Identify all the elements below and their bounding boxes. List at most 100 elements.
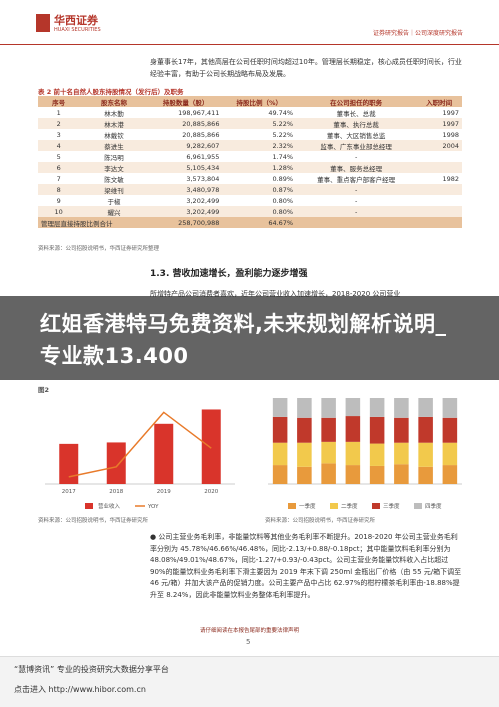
row: 5 陈冯明 6,961,955 1.74% -: [38, 151, 462, 162]
table-title: 表 2 前十名自然人股东持股情况（发行后）及职务: [38, 88, 184, 96]
cell: 2.32%: [222, 140, 297, 151]
legend-label: 三季度: [383, 502, 400, 510]
bar-segment: [369, 416, 385, 444]
bar-segment: [272, 442, 288, 466]
cell: 0.80%: [272, 196, 294, 205]
bar-segment: [369, 465, 385, 484]
bar-segment: [321, 441, 336, 464]
cell: 耀兴: [79, 206, 149, 217]
bar-segment: [345, 416, 361, 442]
cell: 20,885,866: [182, 130, 220, 139]
cell: 1982: [442, 174, 459, 183]
legend-label: YOY: [147, 504, 159, 510]
cell: 3,202,499: [148, 206, 223, 217]
bar-segment: [297, 442, 312, 467]
bar-segment: [345, 465, 361, 484]
banner-link[interactable]: 点击进入 http://www.hibor.com.cn: [14, 685, 146, 694]
cell: 7: [56, 174, 61, 183]
cell: 5.22%: [272, 130, 294, 139]
cell: 3: [56, 130, 61, 139]
cell: [416, 151, 462, 162]
bar: [106, 442, 126, 484]
bar-segment: [272, 398, 288, 417]
bar-segment: [297, 466, 312, 484]
x-tick-label: 2018: [109, 489, 123, 495]
cell: 0.89%: [272, 174, 294, 183]
cell: [416, 184, 462, 195]
x-tick-label: 2017: [62, 489, 76, 495]
bar-segment: [418, 416, 433, 443]
figure-label: 图2: [38, 386, 50, 394]
bar-segment: [321, 463, 336, 484]
bar: [201, 409, 221, 484]
cell: 梁维刊: [79, 184, 149, 195]
cell: 陈文敏: [104, 175, 124, 184]
cell: 监事、广东事业部总经理: [296, 140, 417, 151]
bar-segment: [321, 398, 336, 418]
bar-segment: [345, 441, 361, 466]
cell: 3,480,978: [148, 184, 223, 195]
legend-label: 四季度: [425, 502, 442, 510]
paragraph: ● 公司主营业务毛利率，非能量饮料等其他业务毛利率不断提升。2018-2020 …: [150, 533, 462, 599]
cell: 1997: [442, 108, 459, 117]
cell: [416, 162, 462, 173]
legend-label: 二季度: [341, 502, 358, 510]
bar-segment: [297, 417, 312, 443]
row: 2 林木港 20,885,866 5.22% 董事、执行总裁 1997: [38, 118, 462, 129]
cell: 8: [38, 184, 80, 195]
cell: 20,885,866: [148, 118, 223, 129]
legend-swatch: [372, 503, 380, 509]
cell: 董事、重点客户部客户经理: [317, 175, 396, 184]
cell: 198,967,411: [178, 108, 220, 117]
row: 9 于椒 3,202,499 0.80% -: [38, 195, 462, 206]
cell: 1997: [416, 118, 462, 129]
x-tick-label: 2020: [204, 489, 218, 495]
cell: 于椒: [107, 197, 121, 206]
row: 1 林木勤 198,967,411 49.74% 董事长、总裁 1997: [38, 107, 462, 118]
x-tick-label: 2019: [157, 489, 171, 495]
logo-icon: [36, 14, 50, 32]
overlay: [0, 296, 499, 380]
cell: 6: [38, 162, 80, 173]
row: 4 蔡进生 9,282,607 2.32% 监事、广东事业部总经理 2004: [38, 140, 462, 151]
row: 6 李达文 5,105,434 1.28% 董事、服务总经理: [38, 162, 462, 173]
chart-source: 资料来源：公司招股说明书，华西证券研究所: [265, 518, 376, 524]
cell: 2: [38, 118, 80, 129]
cell: 6,961,955: [186, 152, 220, 161]
banner-brand: “慧博资讯” 专业的投资研究大数据分享平台: [14, 665, 169, 674]
bar-segment: [442, 417, 458, 443]
legend-label: 营业收入: [98, 502, 121, 510]
cell: 49.74%: [268, 108, 294, 117]
cell: -: [354, 152, 358, 161]
cell: 2004: [416, 140, 462, 151]
column-header: 序号: [38, 96, 80, 107]
legend-swatch: [288, 503, 296, 509]
row: 7 陈文敏 3,573,804 0.89% 董事、重点客户部客户经理 1982: [38, 173, 462, 184]
cell: 1: [56, 108, 61, 117]
bar-segment: [297, 398, 312, 418]
bar-segment: [394, 417, 409, 443]
bar-segment: [394, 442, 409, 465]
bar-segment: [418, 442, 433, 467]
table-source: 资料来源：公司招股说明书，华西证券研究所整理: [38, 246, 160, 252]
cell: 5: [56, 152, 61, 161]
cell: 蔡进生: [79, 140, 149, 151]
table: 序号 股东名称 持股数量（股） 持股比例（%） 在公司担任的职务 入职时间 1 林木勤 198,…: [38, 96, 462, 228]
section-heading: 1.3. 营收加速增长，盈利能力逐步增强: [150, 269, 308, 279]
report-type: 证券研究报告｜公司深度研究报告: [372, 30, 463, 37]
cell: 0.87%: [222, 184, 297, 195]
bar-segment: [345, 398, 361, 417]
line: [68, 411, 212, 478]
row: 8 梁维刊 3,480,978 0.87% -: [38, 184, 462, 195]
column-header: 持股数量（股）: [148, 96, 223, 107]
bar-segment: [394, 398, 409, 418]
cell: -: [296, 184, 417, 195]
cell: 5,105,434: [148, 162, 223, 173]
header-row: 序号 股东名称 持股数量（股） 持股比例（%） 在公司担任的职务 入职时间: [38, 96, 462, 107]
cell: 林木港: [79, 118, 149, 129]
row: 10 耀兴 3,202,499 0.80% -: [38, 206, 462, 217]
cell: 董事、执行总裁: [296, 118, 417, 129]
cell: 9,282,607: [148, 140, 223, 151]
chart-source: 资料来源：公司招股说明书，华西证券研究所: [38, 518, 149, 524]
